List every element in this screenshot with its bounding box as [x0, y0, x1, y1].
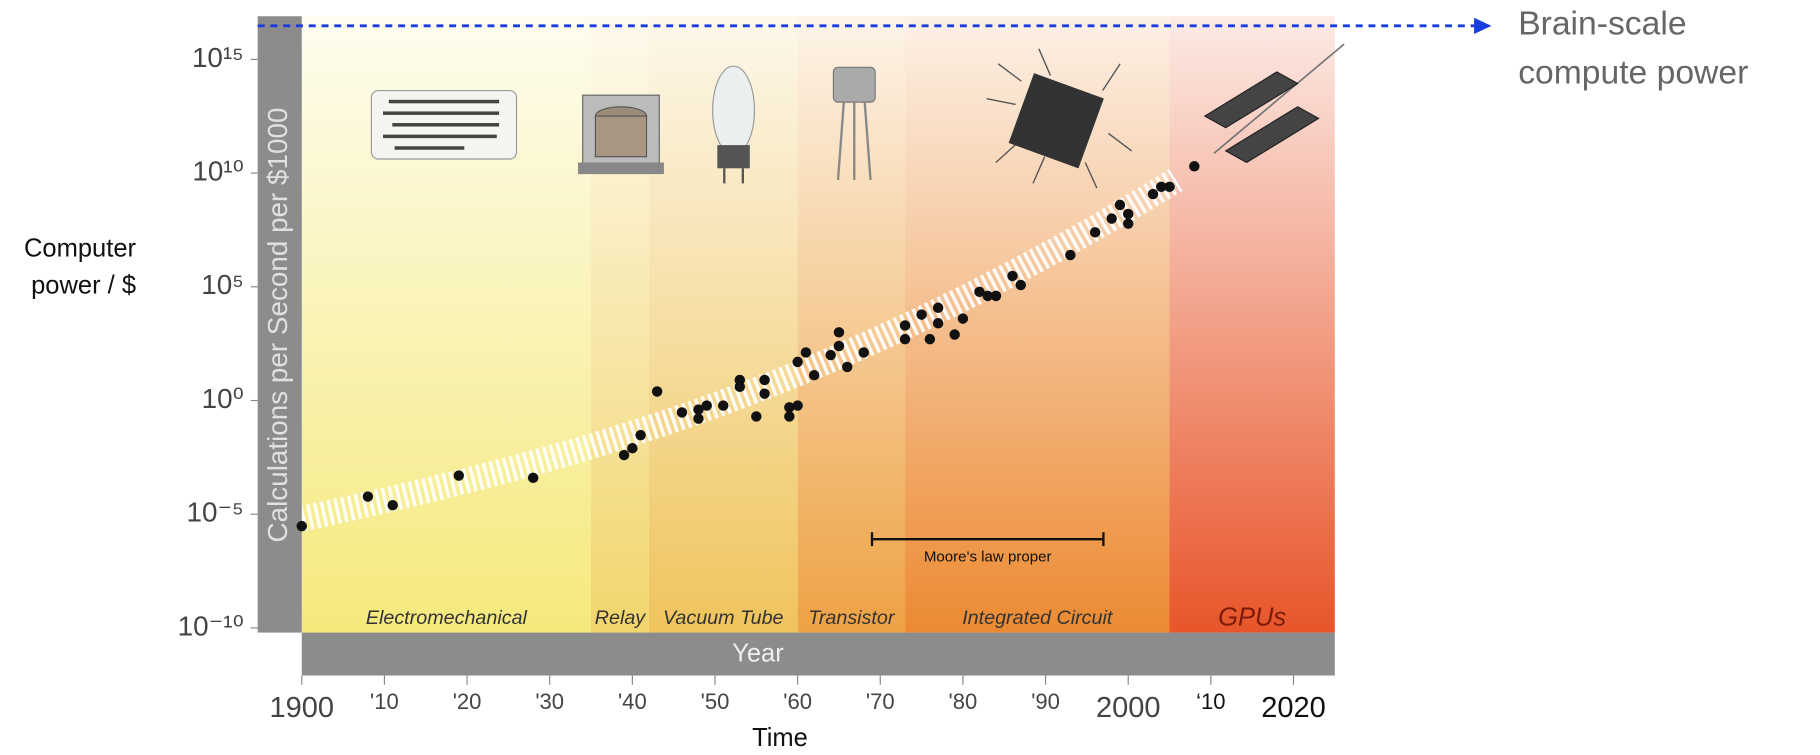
data-point: [801, 347, 811, 357]
data-point: [1148, 189, 1158, 199]
brain-scale-label-line: Brain-scale: [1518, 5, 1686, 42]
x-tick-label: '50: [701, 689, 730, 714]
annotation-label: Moore's law proper: [924, 549, 1052, 566]
x-tick-label: '10: [370, 689, 399, 714]
data-point: [991, 291, 1001, 301]
x-tick-label: '90: [1031, 689, 1060, 714]
data-point: [297, 521, 307, 531]
x-band: [302, 633, 1335, 676]
era-label: Transistor: [808, 607, 896, 629]
y-tick-label: 10⁰: [202, 383, 244, 414]
data-point: [677, 407, 687, 417]
data-point: [1123, 218, 1133, 228]
data-point: [1090, 227, 1100, 237]
data-point: [825, 350, 835, 360]
data-point: [859, 347, 869, 357]
data-point: [809, 370, 819, 380]
y-tick-label: 10¹⁰: [192, 155, 243, 186]
x-tick-label: '20: [453, 689, 482, 714]
data-point: [1164, 182, 1174, 192]
data-point: [363, 491, 373, 501]
data-point: [792, 400, 802, 410]
data-point: [792, 357, 802, 367]
y-tick-label: 10⁻⁵: [187, 497, 244, 528]
y-tick-label: 10¹⁵: [192, 42, 244, 73]
data-point: [619, 450, 629, 460]
x-tick-label: '60: [783, 689, 812, 714]
data-point: [759, 388, 769, 398]
data-point: [842, 362, 852, 372]
data-point: [933, 303, 943, 313]
data-point: [635, 430, 645, 440]
data-point: [900, 320, 910, 330]
x-axis-label: Year: [732, 639, 784, 667]
data-point: [1189, 161, 1199, 171]
data-point: [900, 334, 910, 344]
x-tick-label: ‘10: [1196, 689, 1225, 714]
data-point: [1007, 271, 1017, 281]
relay-icon: [578, 95, 664, 174]
outer-x-label: Time: [752, 724, 808, 752]
x-tick-label: '80: [949, 689, 978, 714]
era-label: Relay: [595, 607, 647, 629]
data-point: [1016, 280, 1026, 290]
outer-y-label: Computer power / $: [24, 234, 143, 299]
data-point: [916, 309, 926, 319]
brain-scale-label-line: compute power: [1518, 54, 1748, 91]
data-point: [958, 313, 968, 323]
y-axis-label: Calculations per Second per $1000: [262, 108, 293, 543]
punch-card-icon: [371, 91, 516, 159]
data-point: [528, 473, 538, 483]
outer-y-label-line: power / $: [31, 271, 136, 299]
x-tick-label: 2000: [1096, 692, 1161, 724]
x-tick-label: '40: [618, 689, 647, 714]
era-label: Integrated Circuit: [962, 607, 1114, 629]
chart-body: Calculations per Second per $1000 Year C…: [24, 5, 1748, 752]
data-point: [693, 413, 703, 423]
data-point: [454, 470, 464, 480]
x-tick-label: '30: [535, 689, 564, 714]
data-point: [834, 341, 844, 351]
data-point: [702, 400, 712, 410]
data-point: [652, 386, 662, 396]
data-point: [925, 334, 935, 344]
data-point: [735, 382, 745, 392]
data-point: [834, 327, 844, 337]
chart: Calculations per Second per $1000 Year C…: [0, 0, 1820, 755]
data-point: [933, 318, 943, 328]
data-point: [784, 411, 794, 421]
data-point: [387, 500, 397, 510]
x-tick-label: 2020: [1261, 692, 1326, 724]
y-tick-label: 10⁵: [201, 269, 244, 300]
brain-scale-label: Brain-scale compute power: [1518, 5, 1748, 91]
data-point: [1106, 213, 1116, 223]
page: {"chart_data": { "type": "scatter", "y_l…: [0, 0, 1820, 755]
data-point: [949, 329, 959, 339]
x-tick-label: 1900: [270, 692, 335, 724]
data-point: [1115, 200, 1125, 210]
vacuum-tube-icon: [713, 66, 755, 183]
outer-y-label-line: Computer: [24, 234, 137, 262]
data-point: [1123, 209, 1133, 219]
era-label: Vacuum Tube: [663, 607, 784, 629]
data-point: [1065, 250, 1075, 260]
data-point: [718, 400, 728, 410]
data-point: [759, 375, 769, 385]
data-point: [627, 443, 637, 453]
x-tick-label: '70: [866, 689, 895, 714]
era-label: GPUs: [1218, 603, 1286, 631]
data-point: [751, 411, 761, 421]
era-label: Electromechanical: [366, 607, 528, 629]
brain-scale-arrowhead: [1474, 18, 1491, 34]
y-tick-label: 10⁻¹⁰: [178, 610, 244, 641]
